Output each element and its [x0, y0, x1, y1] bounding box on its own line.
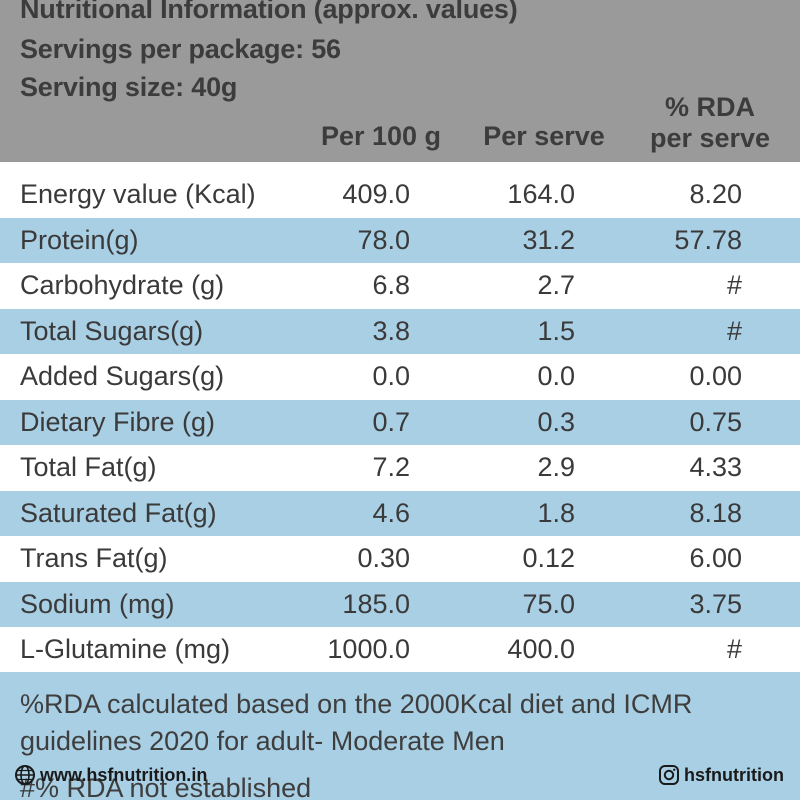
per-serve-value: 0.3: [537, 406, 575, 437]
website-watermark: www.hsfnutrition.in: [14, 762, 207, 788]
table-row: Sodium (mg) 185.0 75.0 3.75: [0, 581, 800, 627]
rda-value: 0.75: [689, 406, 742, 437]
per-serve-value: 1.5: [537, 315, 575, 346]
per-100g-value: 185.0: [342, 588, 410, 619]
per-100g-value: 409.0: [342, 179, 410, 209]
per-serve-value: 2.7: [537, 270, 575, 300]
rda-value: #: [726, 634, 742, 664]
rda-value: 4.33: [689, 452, 742, 482]
nutrient-name: Added Sugars(g): [20, 361, 225, 391]
rda-value: 0.00: [689, 361, 742, 391]
servings-per-package: Servings per package: 56: [20, 34, 341, 64]
per-serve-value: 75.0: [522, 588, 575, 619]
per-serve-value: 164.0: [507, 179, 575, 209]
per-serve-value: 0.0: [537, 361, 575, 391]
per-100g-value: 7.2: [372, 452, 410, 482]
serving-size: Serving size: 40g: [20, 72, 238, 102]
instagram-watermark: hsfnutrition: [658, 762, 784, 788]
rda-value: 6.00: [689, 543, 742, 573]
nutrient-name: L-Glutamine (mg): [20, 634, 231, 664]
nutrient-name: Total Fat(g): [20, 452, 157, 482]
table-row: L-Glutamine (mg) 1000.0 400.0 #: [0, 627, 800, 673]
nutrient-name: Dietary Fibre (g): [20, 406, 216, 437]
per-serve-value: 31.2: [522, 224, 575, 255]
per-serve-value: 1.8: [537, 497, 575, 528]
table-header: Nutritional Information (approx. values)…: [0, 0, 800, 162]
rda-value: 3.75: [689, 588, 742, 619]
nutrient-name: Carbohydrate (g): [20, 270, 225, 300]
rda-value: #: [726, 270, 742, 300]
nutrient-name: Saturated Fat(g): [20, 497, 217, 528]
rda-value: 57.78: [674, 224, 742, 255]
per-100g-value: 1000.0: [327, 634, 410, 664]
table-row: Saturated Fat(g) 4.6 1.8 8.18: [0, 490, 800, 536]
table-row: Trans Fat(g) 0.30 0.12 6.00: [0, 536, 800, 582]
per-100g-value: 0.7: [372, 406, 410, 437]
instagram-handle: hsfnutrition: [684, 764, 784, 785]
per-serve-value: 2.9: [537, 452, 575, 482]
instagram-icon: [658, 764, 680, 786]
column-header-rda-line1: % RDA: [664, 92, 755, 122]
per-100g-value: 4.6: [372, 497, 410, 528]
table-row: Added Sugars(g) 0.0 0.0 0.00: [0, 354, 800, 400]
nutrient-name: Sodium (mg): [20, 588, 175, 619]
per-serve-value: 0.12: [522, 543, 575, 573]
nutrient-name: Energy value (Kcal): [20, 179, 256, 209]
per-100g-value: 0.30: [357, 543, 410, 573]
table-row: Energy value (Kcal) 409.0 164.0 8.20: [0, 172, 800, 218]
rda-value: 8.18: [689, 497, 742, 528]
header-divider: [0, 162, 800, 172]
table-row: Protein(g) 78.0 31.2 57.78: [0, 217, 800, 263]
globe-icon: [14, 764, 36, 786]
rda-not-established-note: #% RDA not established: [20, 773, 312, 800]
per-100g-value: 78.0: [357, 224, 410, 255]
column-header-rda-line2: per serve: [649, 123, 771, 153]
nutrient-name: Trans Fat(g): [20, 543, 168, 573]
rda-value: #: [726, 315, 742, 346]
table-footer: %RDA calculated based on the 2000Kcal di…: [0, 672, 800, 800]
column-header-per-100g: Per 100 g: [320, 121, 442, 151]
nutrient-name: Total Sugars(g): [20, 315, 204, 346]
table-row: Total Fat(g) 7.2 2.9 4.33: [0, 445, 800, 491]
website-url: www.hsfnutrition.in: [40, 764, 208, 785]
per-100g-value: 3.8: [372, 315, 410, 346]
per-serve-value: 400.0: [507, 634, 575, 664]
nutrition-table-body: Energy value (Kcal) 409.0 164.0 8.20 Pro…: [0, 172, 800, 673]
table-title: Nutritional Information (approx. values): [20, 0, 518, 24]
table-row: Total Sugars(g) 3.8 1.5 #: [0, 308, 800, 354]
table-row: Dietary Fibre (g) 0.7 0.3 0.75: [0, 399, 800, 445]
nutrient-name: Protein(g): [20, 224, 139, 255]
column-header-per-serve: Per serve: [483, 121, 605, 151]
rda-footnote: %RDA calculated based on the 2000Kcal di…: [20, 689, 693, 756]
per-100g-value: 0.0: [372, 361, 410, 391]
rda-value: 8.20: [689, 179, 742, 209]
table-row: Carbohydrate (g) 6.8 2.7 #: [0, 263, 800, 309]
column-header-rda: % RDA per serve: [640, 92, 780, 154]
per-100g-value: 6.8: [372, 270, 410, 300]
